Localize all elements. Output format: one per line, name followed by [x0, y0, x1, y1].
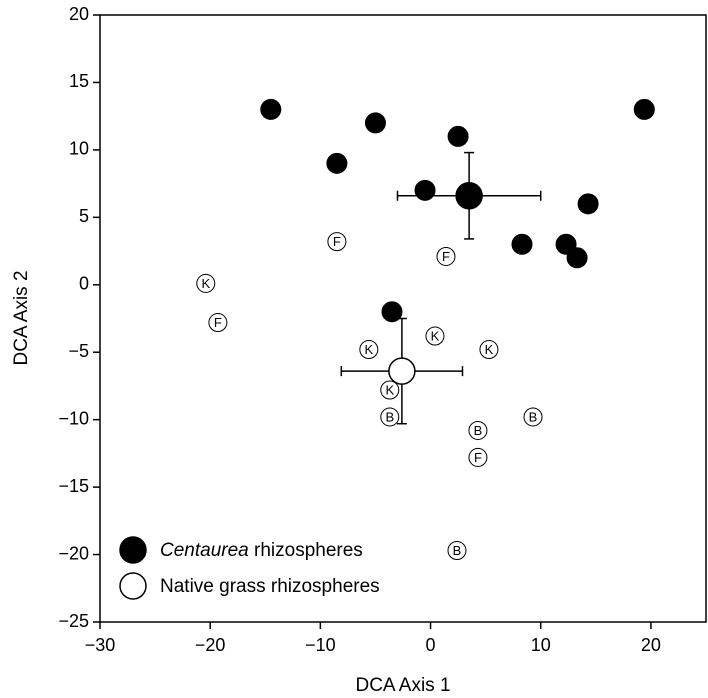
- letter-point: [359, 340, 379, 360]
- letter-point: [468, 420, 488, 440]
- point: [326, 152, 348, 174]
- point: [364, 112, 386, 134]
- mean-point: [455, 182, 483, 210]
- point-letter: F: [442, 249, 450, 264]
- legend-marker: [119, 572, 147, 600]
- y-tick-label: −15: [58, 476, 89, 496]
- point-letter: B: [474, 423, 483, 438]
- x-tick-label: 10: [531, 635, 551, 655]
- y-tick-label: 5: [79, 206, 89, 226]
- x-tick-label: −20: [195, 635, 226, 655]
- point: [577, 193, 599, 215]
- y-tick-label: 10: [69, 139, 89, 159]
- point-letter: B: [529, 409, 538, 424]
- point-letter: F: [214, 315, 222, 330]
- legend-label: Centaurea rhizospheres: [160, 540, 363, 561]
- x-tick-label: −10: [305, 635, 336, 655]
- point: [414, 179, 436, 201]
- point-letter: B: [385, 409, 394, 424]
- letter-point: [327, 232, 347, 252]
- point-letter: K: [385, 382, 394, 397]
- point-letter: K: [201, 276, 210, 291]
- letter-point: [447, 541, 467, 561]
- letter-point: [425, 326, 445, 346]
- letter-point: [436, 246, 456, 266]
- y-tick-label: −25: [58, 611, 89, 631]
- point-letter: K: [431, 328, 440, 343]
- point-letter: K: [365, 342, 374, 357]
- x-tick-label: −30: [85, 635, 116, 655]
- y-tick-label: 15: [69, 71, 89, 91]
- letter-point: [380, 380, 400, 400]
- y-tick-label: −5: [68, 341, 89, 361]
- y-tick-label: −20: [58, 543, 89, 563]
- point-letter: F: [333, 234, 341, 249]
- legend-marker: [119, 536, 147, 564]
- letter-point: [479, 340, 499, 360]
- point: [511, 233, 533, 255]
- point-letter: K: [485, 342, 494, 357]
- point: [633, 98, 655, 120]
- x-axis-title: DCA Axis 1: [355, 675, 450, 696]
- letter-point: [380, 407, 400, 427]
- letter-point: [523, 407, 543, 427]
- plot-frame: [99, 14, 707, 623]
- y-axis-title: DCA Axis 2: [11, 270, 32, 365]
- point-letter: B: [453, 543, 462, 558]
- point: [447, 125, 469, 147]
- legend-label: Native grass rhizospheres: [160, 576, 380, 597]
- point: [566, 247, 588, 269]
- point-letter: F: [474, 450, 482, 465]
- y-tick-label: 0: [79, 274, 89, 294]
- point: [260, 98, 282, 120]
- x-tick-label: 20: [641, 635, 661, 655]
- y-tick-label: −10: [58, 408, 89, 428]
- letter-point: [468, 447, 488, 467]
- mean-point: [388, 357, 416, 385]
- point: [381, 301, 403, 323]
- x-tick-label: 0: [426, 635, 436, 655]
- y-tick-label: 20: [69, 4, 89, 24]
- letter-point: [208, 313, 228, 333]
- letter-point: [196, 273, 216, 293]
